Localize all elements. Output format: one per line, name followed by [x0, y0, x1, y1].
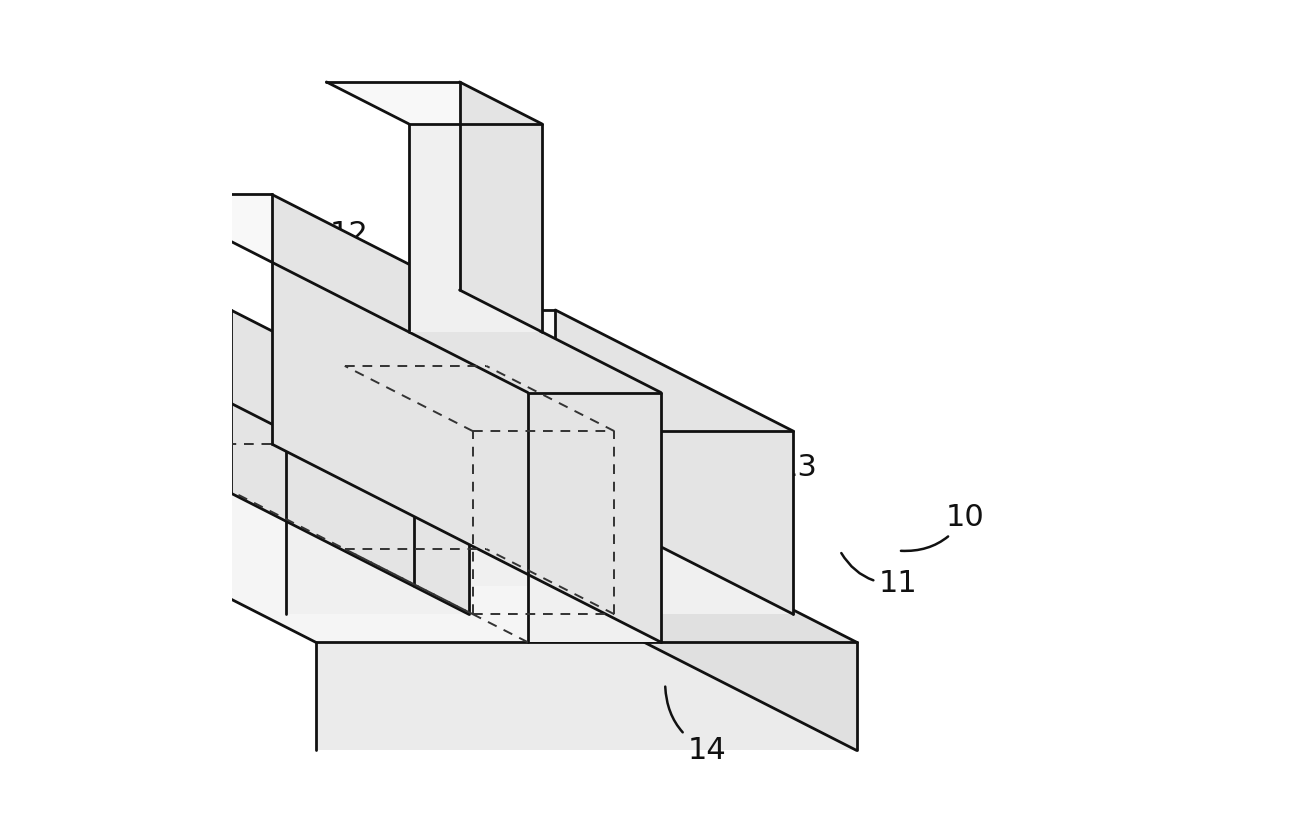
Polygon shape — [528, 392, 661, 642]
Text: 14: 14 — [665, 686, 726, 765]
Polygon shape — [285, 431, 468, 615]
Polygon shape — [272, 195, 661, 642]
Polygon shape — [459, 82, 542, 332]
Polygon shape — [315, 642, 856, 751]
Polygon shape — [372, 310, 794, 431]
Polygon shape — [427, 338, 555, 586]
Polygon shape — [285, 338, 555, 403]
Polygon shape — [409, 124, 542, 332]
Text: 12: 12 — [329, 220, 463, 332]
Text: 10: 10 — [901, 503, 984, 551]
Text: 11: 11 — [842, 553, 917, 599]
Polygon shape — [231, 310, 468, 615]
Polygon shape — [610, 431, 794, 615]
Polygon shape — [48, 310, 468, 431]
Text: 13: 13 — [733, 428, 817, 482]
Polygon shape — [555, 310, 794, 615]
Polygon shape — [327, 82, 542, 124]
Polygon shape — [139, 195, 661, 392]
Polygon shape — [0, 460, 856, 642]
Polygon shape — [414, 403, 555, 586]
Polygon shape — [499, 460, 856, 751]
